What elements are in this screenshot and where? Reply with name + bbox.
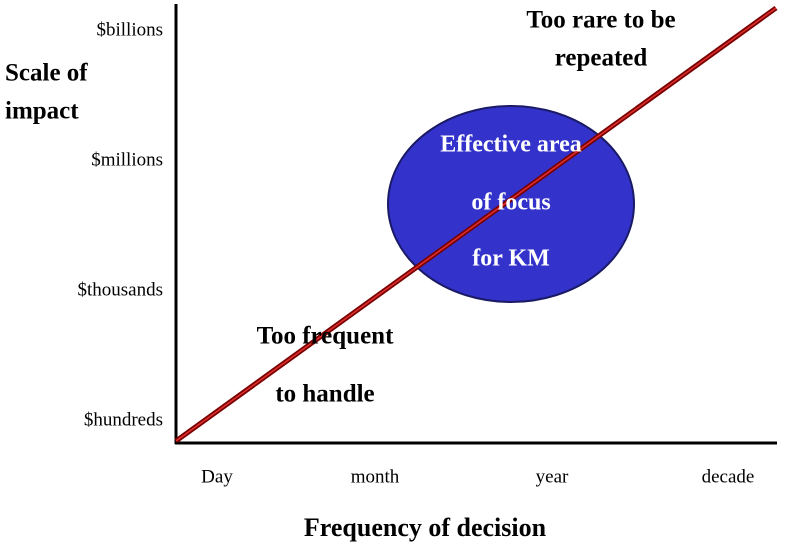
annotation: Too frequent [257,323,395,350]
annotation: repeated [555,45,648,72]
annotation: to handle [275,381,374,408]
x-label: month [351,466,400,487]
y-label: $millions [91,149,163,170]
diagonal-line-inner [175,7,777,442]
x-label: year [536,466,569,487]
x-label: Day [201,466,233,487]
y-label: $thousands [78,279,164,300]
x-axis-title: Frequency of decision [304,513,547,542]
x-label: decade [702,466,755,487]
y-label: $hundreds [84,409,163,430]
annotation: Too rare to be [526,7,675,34]
y-axis-title: Scale of [5,60,88,87]
focus-label: of focus [471,190,550,216]
focus-label: Effective area [440,132,581,158]
y-axis-title: impact [5,98,79,125]
y-label: $billions [96,19,163,40]
focus-label: for KM [472,246,550,272]
